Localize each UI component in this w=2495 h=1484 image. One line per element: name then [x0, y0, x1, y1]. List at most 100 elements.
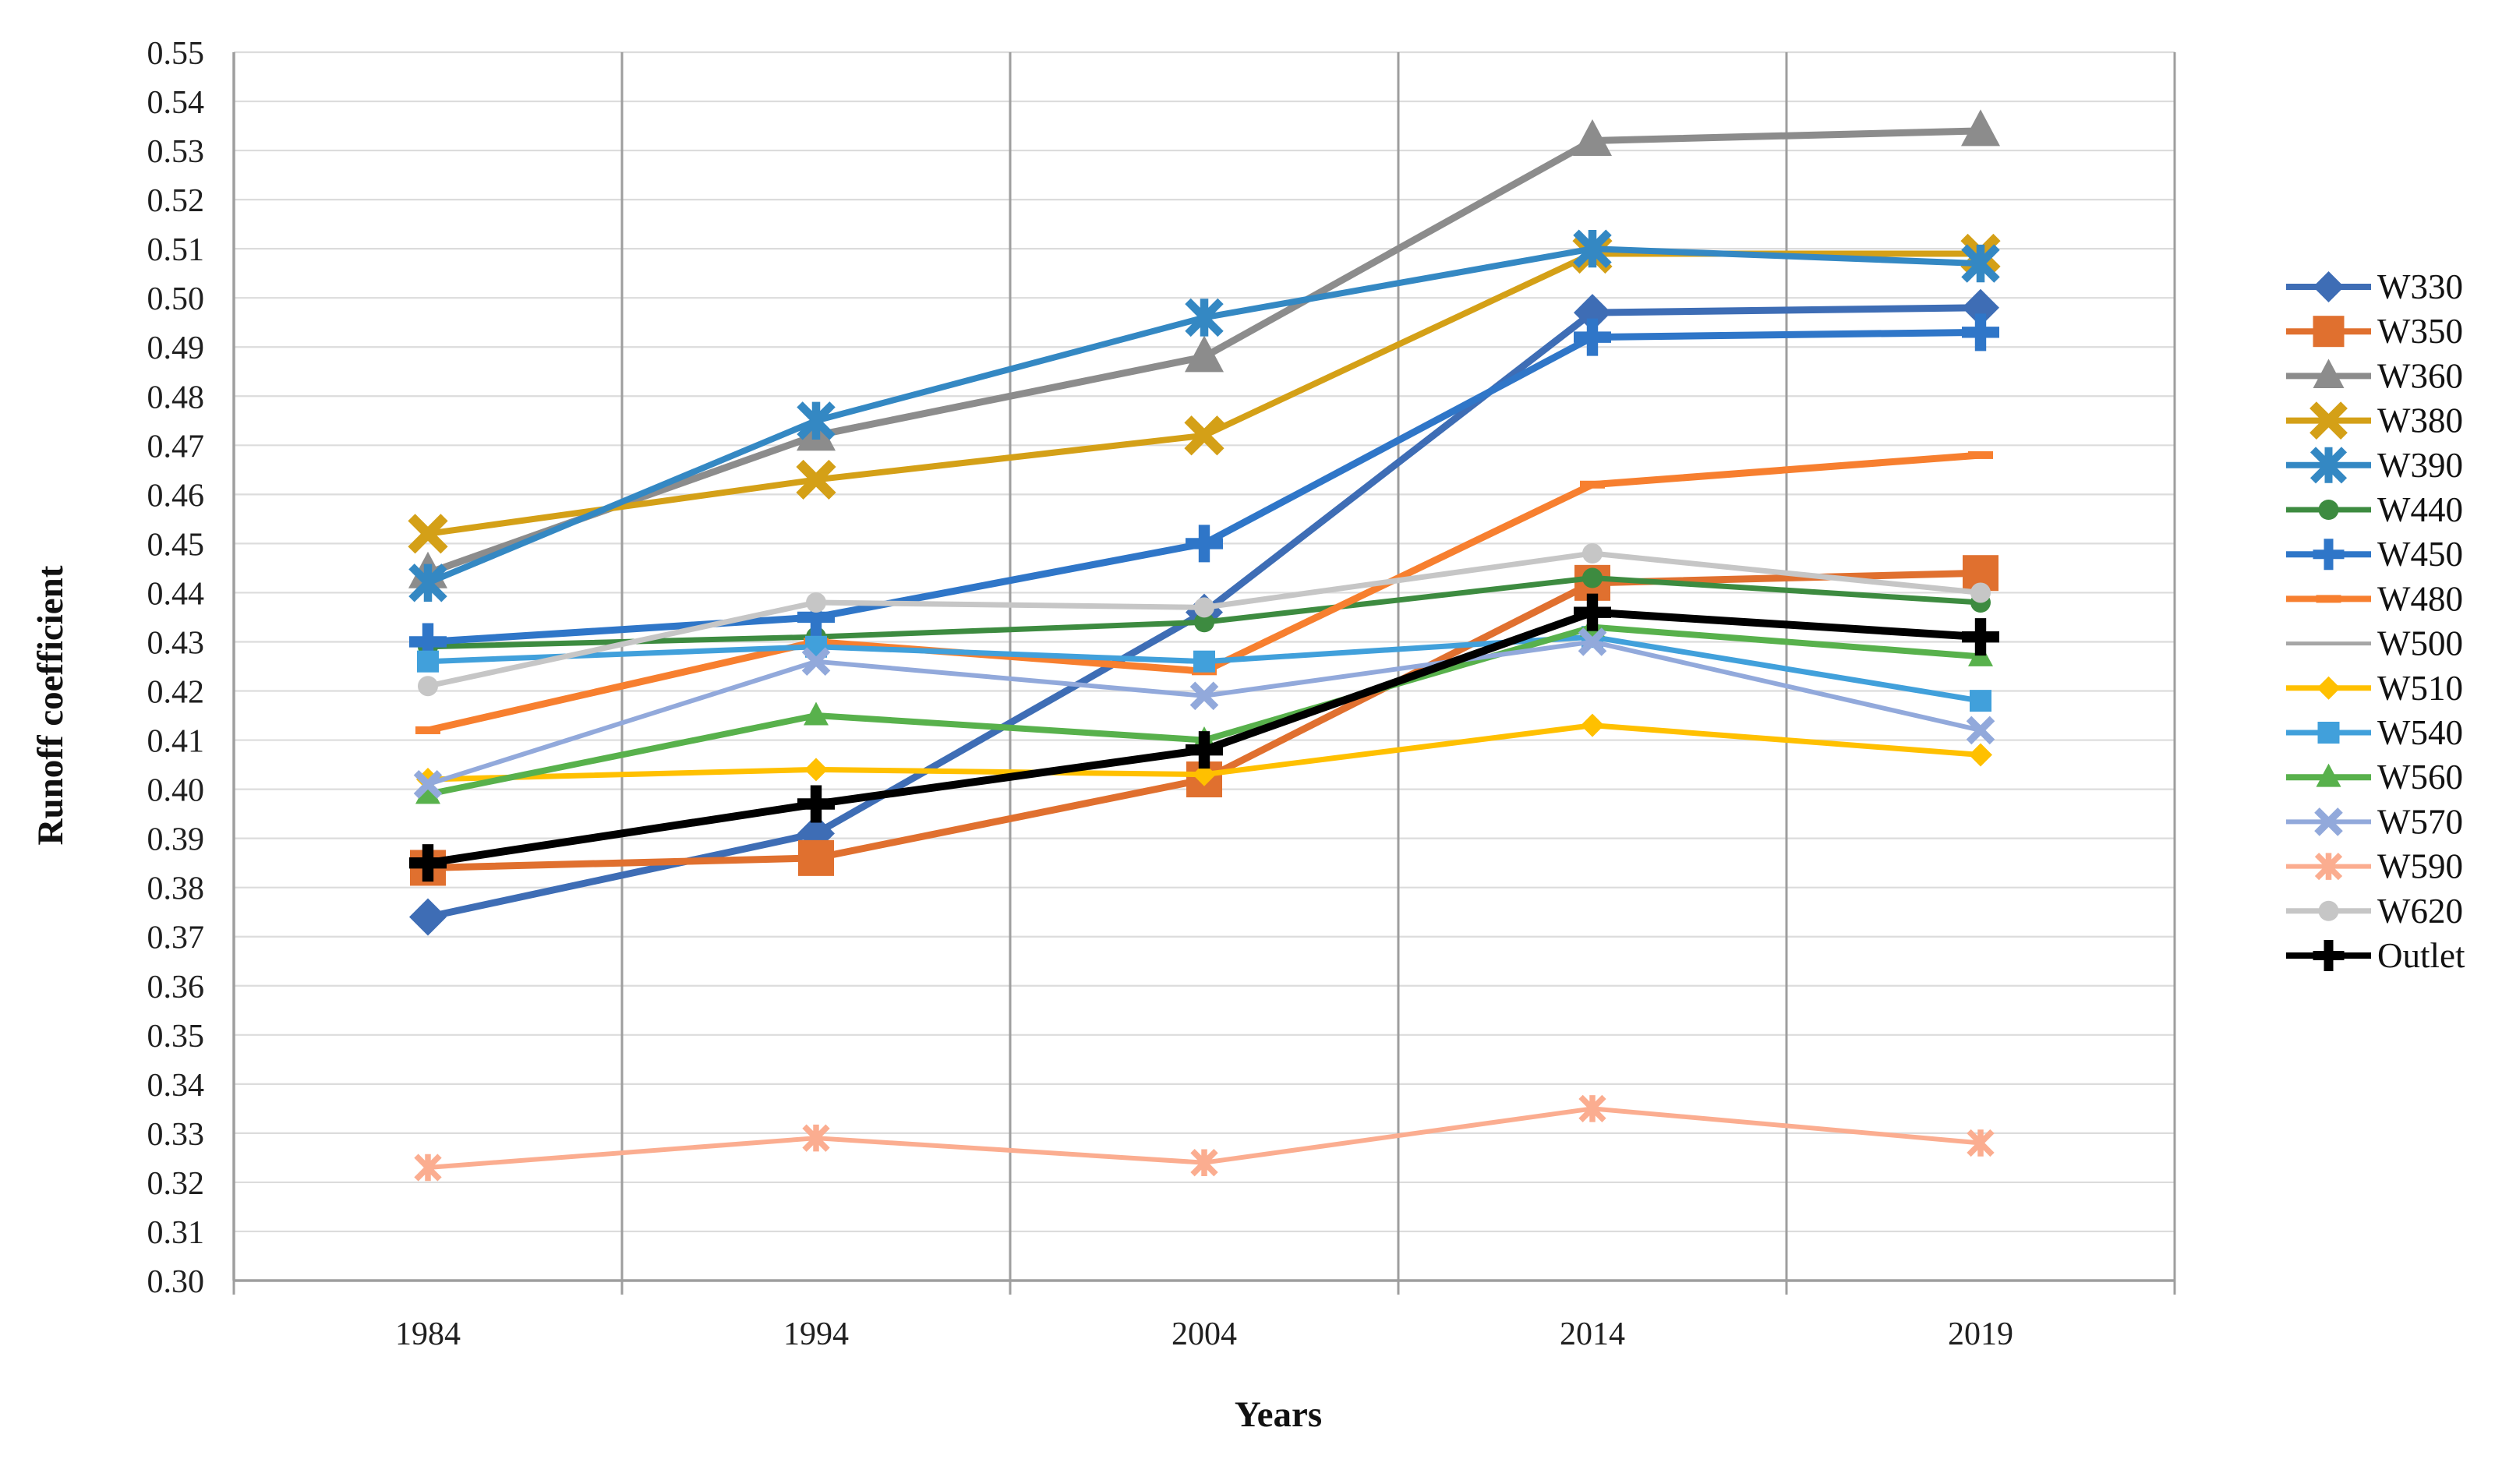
series-W450-marker-plus [1574, 318, 1611, 356]
series-W590-marker-star [414, 1154, 442, 1182]
series-W480-marker-dash [415, 726, 440, 734]
y-tick-label: 0.33 [147, 1117, 205, 1153]
legend-label-W590: W590 [2377, 847, 2463, 886]
series-W590-legend-marker-star [2314, 852, 2343, 881]
series-W510-marker-diamond [804, 758, 828, 782]
series-Outlet-legend-marker-plus [2313, 940, 2345, 971]
legend-label-W450: W450 [2377, 535, 2463, 574]
series-W360-legend-marker-triangle [2313, 359, 2345, 388]
y-tick-label: 0.35 [147, 1019, 205, 1055]
y-tick-label: 0.53 [147, 134, 205, 170]
y-tick-label: 0.37 [147, 920, 205, 956]
x-axis-title: Years [1235, 1394, 1322, 1435]
series-W380 [408, 233, 2001, 554]
legend-label-W440: W440 [2377, 490, 2463, 529]
series-W450-marker-plus [1962, 313, 1999, 352]
x-tick-label: 2014 [1560, 1316, 1625, 1352]
y-axis-tick-labels: 0.55 0.54 0.53 0.52 0.51 0.50 0.49 0.48 0.47 0.46… [147, 36, 205, 1300]
series-W620-marker-circle [806, 592, 826, 613]
series-W360-marker-triangle [1185, 335, 1224, 373]
series-W570-marker-x [413, 770, 443, 799]
series-W450-marker-plus [1186, 525, 1223, 563]
legend-item-W390: W390 [2286, 446, 2463, 485]
legend-label-W540: W540 [2377, 713, 2463, 752]
y-tick-label: 0.49 [147, 330, 205, 366]
series-W620-legend-marker-circle [2318, 900, 2339, 921]
series-W540-marker-square [417, 650, 439, 673]
series-W540-legend-marker-square [2317, 722, 2340, 744]
series-W590-marker-star [1967, 1129, 1995, 1157]
y-tick-label: 0.44 [147, 576, 205, 612]
y-axis-title: Runoff coefficient [30, 565, 71, 845]
y-tick-label: 0.38 [147, 871, 205, 907]
legend-label-W620: W620 [2377, 892, 2463, 931]
series-W440-legend-marker-circle [2318, 500, 2339, 520]
series-W350-legend-marker-square [2313, 316, 2345, 348]
y-tick-label: 0.51 [147, 232, 205, 268]
legend-label-W330: W330 [2377, 267, 2463, 306]
series-Outlet-marker-plus [409, 844, 447, 882]
legend-item-W350: W350 [2286, 312, 2463, 351]
series-W330-marker-diamond [409, 898, 447, 936]
y-tick-label: 0.42 [147, 675, 205, 711]
x-axis-tick-labels: 1984 1994 2004 2014 2019 [395, 1316, 2013, 1352]
legend-label-W380: W380 [2377, 401, 2463, 440]
legend-item-W380: W380 [2286, 401, 2463, 440]
series-W390 [408, 229, 2000, 602]
legend-label-W500: W500 [2377, 624, 2463, 663]
y-tick-label: 0.40 [147, 773, 205, 809]
series-W510-marker-diamond [1581, 713, 1604, 737]
series-W560-marker-triangle [804, 701, 829, 726]
series-W510-marker-diamond [1969, 743, 1992, 767]
legend-item-W450: W450 [2286, 535, 2463, 574]
legend-item-W360: W360 [2286, 356, 2463, 395]
y-tick-label: 0.50 [147, 281, 205, 317]
legend-item-Outlet: Outlet [2286, 936, 2465, 975]
series-W330-marker-diamond [1574, 294, 1611, 332]
series-W360-marker-triangle [1961, 109, 2000, 147]
y-tick-label: 0.31 [147, 1215, 205, 1251]
series-W330-marker-diamond [1962, 288, 1999, 327]
series-W570-marker-x [1189, 681, 1219, 711]
legend: W330 W350 W360 W380 W390 W440 W450 W480 W500 W510… [2286, 267, 2465, 975]
y-tick-label: 0.41 [147, 724, 205, 760]
legend-item-W540: W540 [2286, 713, 2463, 752]
y-tick-label: 0.34 [147, 1068, 205, 1104]
series-W440-marker-circle [1582, 567, 1603, 588]
series-W360-marker-triangle [1573, 118, 1612, 156]
series-W540-marker-square [1970, 690, 1991, 712]
series-W390-marker-star [408, 564, 447, 602]
series-Outlet [409, 593, 1999, 882]
y-tick-label: 0.43 [147, 625, 205, 661]
legend-label-W350: W350 [2377, 312, 2463, 351]
series-W570-marker-x [1966, 716, 1995, 745]
series-W350-marker-square [798, 839, 834, 876]
series-W590-marker-star [1578, 1094, 1606, 1123]
series-W560-marker-triangle [415, 780, 440, 804]
series-W450-legend-marker-plus [2313, 539, 2345, 571]
legend-label-W390: W390 [2377, 446, 2463, 485]
legend-item-W500: W500 [2286, 624, 2463, 663]
y-tick-label: 0.36 [147, 970, 205, 1005]
y-tick-label: 0.48 [147, 380, 205, 415]
series-W570-legend-marker-x [2314, 807, 2343, 836]
series-Outlet-marker-plus [797, 785, 835, 823]
legend-label-W560: W560 [2377, 758, 2463, 797]
legend-item-W570: W570 [2286, 802, 2463, 841]
series-W590-marker-star [802, 1124, 830, 1152]
series-W380-marker-x [408, 514, 448, 554]
series-W620-marker-circle [1194, 597, 1214, 618]
x-tick-label: 2019 [1948, 1316, 2013, 1352]
series-W570 [413, 627, 1995, 799]
series-W560-legend-marker-triangle [2316, 763, 2341, 787]
y-tick-label: 0.46 [147, 478, 205, 514]
series-W390-legend-marker-star [2309, 447, 2348, 484]
series-W380-marker-x [1184, 415, 1225, 456]
series-W620-marker-circle [1582, 543, 1603, 564]
series-W570-marker-x [801, 647, 831, 676]
series-W360 [408, 109, 2000, 588]
series-Outlet-marker-plus [1186, 731, 1223, 769]
series-W540-marker-square [1193, 650, 1215, 673]
